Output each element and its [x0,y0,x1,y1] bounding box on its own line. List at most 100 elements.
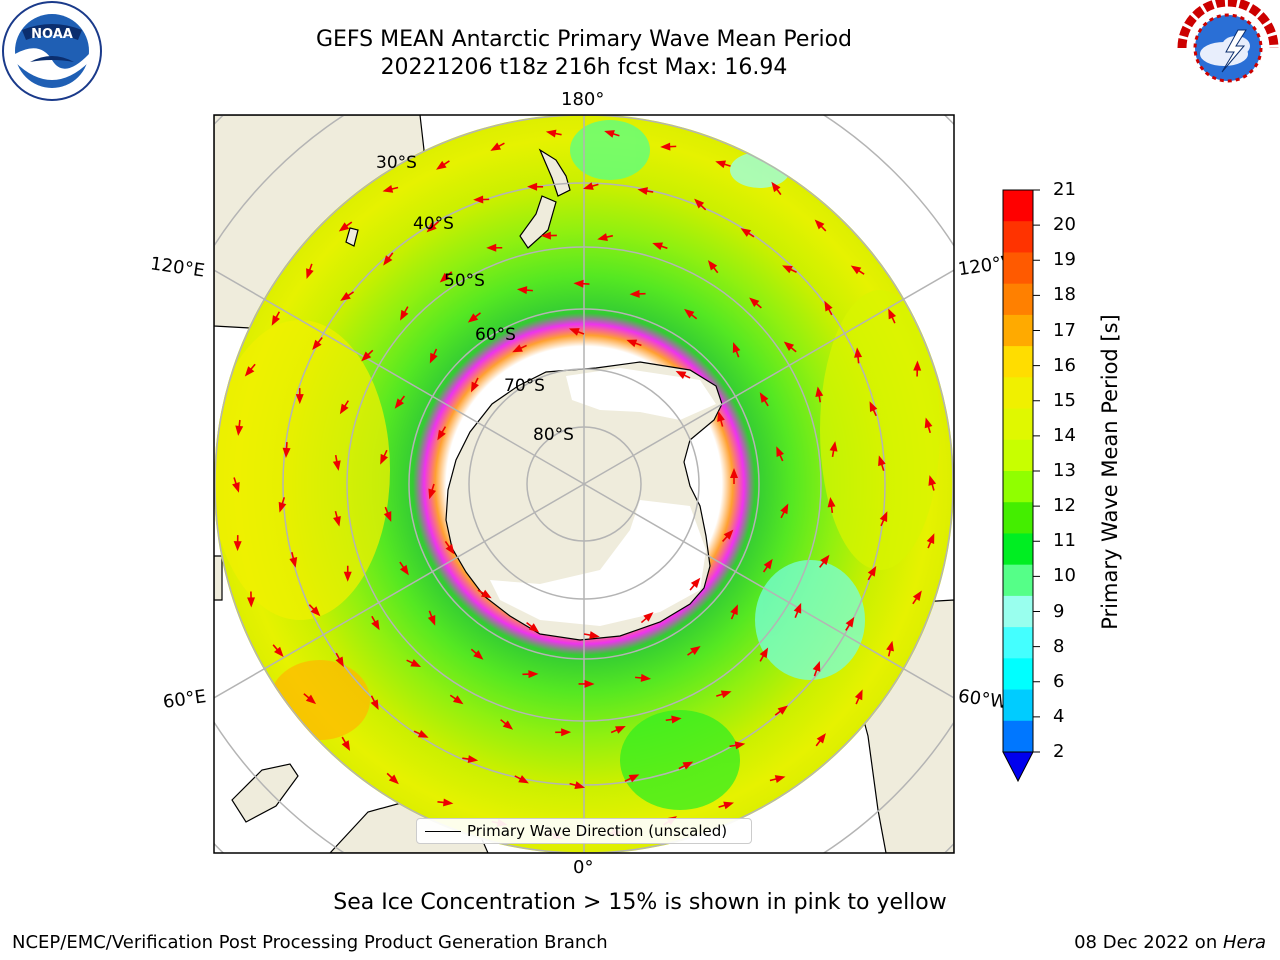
map-subtitle: 20221206 t18z 216h fcst Max: 16.94 [380,55,788,80]
colorbar-tick-label: 17 [1053,319,1076,341]
colorbar-tick-label: 4 [1053,705,1065,727]
wave-arrow-head [723,801,734,810]
footer-date-text: 08 Dec 2022 on [1074,932,1223,953]
colorbar [1002,189,1040,783]
wave-arrow-head [512,344,523,353]
colorbar-bin [1003,408,1033,441]
wave-arrow-head [749,297,760,308]
wave-arrow-head [827,496,836,508]
wave-arrow-head [410,659,422,667]
colorbar-extend-arrow [1002,751,1034,783]
wave-arrow-head [812,661,821,672]
colorbar-tick-label: 10 [1053,565,1076,587]
colorbar-bin [1003,689,1033,722]
wave-arrow-head [244,366,255,377]
colorbar-tick-label: 11 [1053,530,1076,552]
wave-arrow-head [445,544,455,555]
map-legend: Primary Wave Direction (unscaled) [416,818,752,844]
wave-arrow-head [867,565,877,577]
wave-arrow-head [734,741,746,750]
wave-arrow-head [723,529,734,540]
wave-arrow-head [371,619,380,631]
wave-arrow-head [640,673,652,682]
wave-arrow-head [854,689,863,701]
wave-arrow-head [597,233,608,241]
colorbar-tick-label: 18 [1053,284,1076,306]
wave-arrow-head [528,623,540,633]
wave-arrow-head [759,392,769,403]
wave-arrow-head [628,774,640,783]
wave-arrow-head [643,612,654,622]
colorbar-bin [1003,471,1033,503]
colorbar-bin [1003,595,1033,628]
lat-label-80s: 80°S [533,425,574,445]
wave-arrow-head [481,589,492,599]
wave-arrow-head [473,650,484,660]
colorbar-bin [1003,658,1033,691]
wave-arrow-head [380,453,388,465]
wave-arrow-head [427,614,436,626]
wave-arrow-head [452,695,464,705]
lat-label-50s: 50°S [444,271,485,291]
wave-arrow-head [869,401,878,413]
wave-arrow-head [928,475,937,486]
wave-arrow-head [793,602,802,614]
wave-arrow-head [289,557,298,568]
colorbar-tick-label: 2 [1053,741,1065,762]
wave-arrow-head [429,352,438,364]
wave-arrow-head [732,342,741,353]
colorbar-bin [1003,377,1033,410]
wave-arrow-head [850,265,862,275]
wave-arrow-head [399,564,409,576]
wave-arrow-head [383,255,393,266]
wave-arrow-head [343,571,352,582]
wave-arrow-head [310,606,321,617]
wave-arrow-head [684,308,695,319]
wave-arrow-head [426,222,437,233]
wave-arrow-head [774,775,786,783]
wave-arrow-head [341,740,351,751]
wave-arrow-head [626,339,638,348]
wave-arrow-head [443,798,454,807]
wave-arrow-head [383,511,392,522]
wave-arrow-head [888,308,897,320]
colorbar-bin [1003,221,1033,253]
lat-label-60s: 60°S [475,325,516,345]
wave-arrow-head [540,231,551,240]
wave-arrow-head [629,289,640,298]
colorbar-tick-label: 13 [1053,460,1076,481]
colorbar-bin [1003,439,1033,472]
wave-arrow-head [763,558,773,570]
wave-arrow-head [707,260,718,271]
wave-arrow-head [312,339,322,351]
wave-arrow-head [879,511,888,523]
wave-arrow-head [545,129,557,138]
colorbar-tick-label: 6 [1053,670,1065,692]
wave-arrow-head [370,699,379,711]
wave-arrow-head [814,219,825,230]
wave-arrow-head [824,300,833,312]
wave-arrow-head [637,187,648,196]
wave-arrow-head [332,460,341,471]
wave-arrow-head [527,182,538,191]
wave-arrow-head [854,347,863,358]
wave-arrow-head [470,381,479,393]
wave-arrow-head [278,501,287,513]
colorbar-bin [1003,564,1033,597]
wave-arrow-head [490,142,502,151]
wave-arrow-head [274,646,284,657]
colorbar-tick-label: 21 [1053,179,1076,200]
wave-arrow-head [561,728,572,737]
wave-arrow-head [615,726,626,734]
wave-arrow-head [820,554,830,566]
wave-arrow-head [782,265,793,274]
wave-arrow-head [829,441,838,452]
colorbar-tick-label: 9 [1053,600,1065,622]
colorbar-bin [1003,314,1033,347]
lon-label-180: 180° [561,89,605,110]
colorbar-label: Primary Wave Mean Period [s] [1098,314,1122,630]
wave-arrow-head [306,268,314,280]
wave-arrow-head [759,647,769,659]
colorbar-tick-label: 14 [1053,424,1076,446]
wave-arrow-head [573,279,584,288]
